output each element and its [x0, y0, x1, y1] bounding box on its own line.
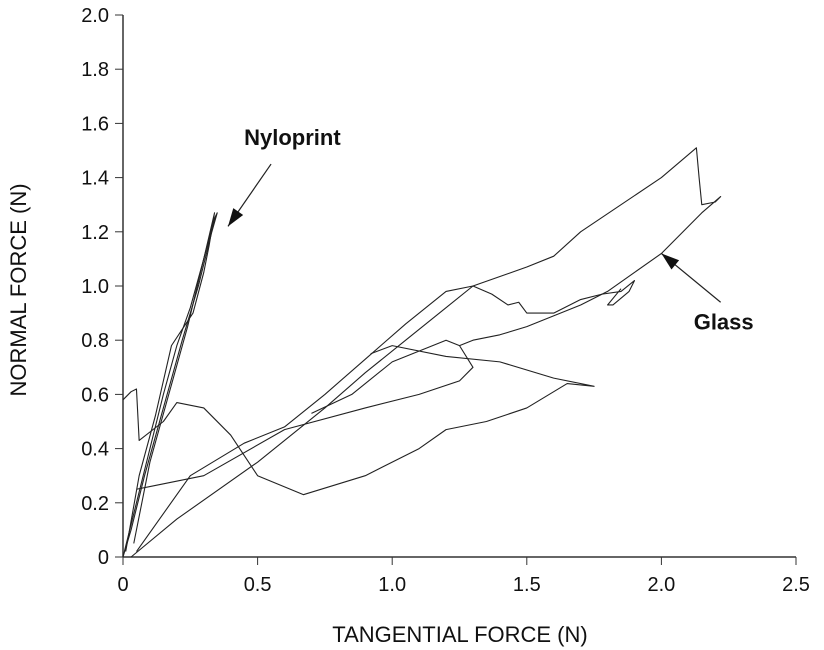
series-line-nyloprint — [122, 212, 218, 558]
y-tick-label: 0 — [98, 547, 109, 569]
y-tick-label: 0.8 — [81, 330, 109, 352]
x-tick-label: 0 — [117, 574, 128, 596]
x-tick-label: 1.0 — [378, 574, 406, 596]
y-tick-label: 1.8 — [81, 59, 109, 81]
x-tick-label: 0.5 — [244, 574, 272, 596]
y-tick-label: 0.4 — [81, 439, 109, 461]
x-tick-label: 1.5 — [513, 574, 541, 596]
series-line-glass — [122, 345, 595, 496]
y-tick-label: 1.6 — [81, 113, 109, 135]
arrowhead-icon — [227, 208, 244, 227]
arrowhead-icon — [661, 253, 680, 270]
y-tick-label: 1.4 — [81, 168, 109, 190]
series-line-glass — [136, 280, 636, 552]
x-tick-label: 2.5 — [782, 574, 810, 596]
annotation-label-nyloprint: Nyloprint — [244, 125, 341, 150]
series-line-glass — [136, 339, 474, 490]
y-tick-label: 0.6 — [81, 384, 109, 406]
series-line-glass — [130, 147, 722, 558]
y-tick-label: 2.0 — [81, 5, 109, 27]
x-axis-label: TANGENTIAL FORCE (N) — [332, 622, 587, 647]
annotation-label-glass: Glass — [694, 309, 754, 334]
y-tick-label: 1.2 — [81, 222, 109, 244]
y-tick-label: 1.0 — [81, 276, 109, 298]
y-axis-label: NORMAL FORCE (N) — [6, 183, 31, 396]
series-line-nyloprint — [125, 212, 216, 552]
x-tick-label: 2.0 — [647, 574, 675, 596]
y-tick-label: 0.2 — [81, 493, 109, 515]
